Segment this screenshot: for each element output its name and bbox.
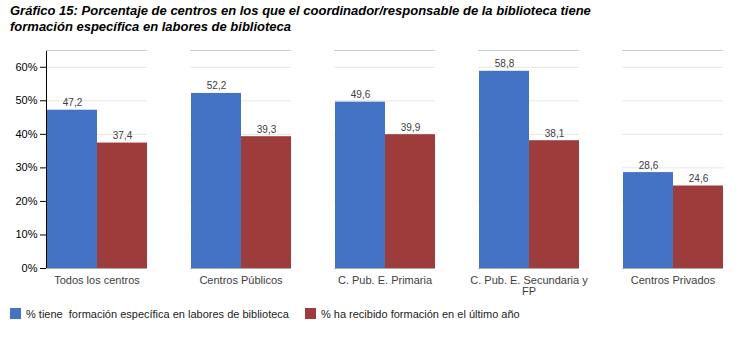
html-text:% ha recibido formación en el: % ha recibido formación en el último año (320, 307, 520, 320)
svg-text:50%: 50% (15, 94, 37, 106)
svg-text:39,9: 39,9 (401, 121, 421, 132)
svg-text:40%: 40% (15, 127, 37, 139)
svg-text:37,4: 37,4 (113, 130, 133, 141)
svg-text:58,8: 58,8 (495, 58, 515, 69)
svg-text:47,2: 47,2 (63, 97, 83, 108)
html-text:Gráfico 15: Porcentaje de cent: Gráfico 15: Porcentaje de centros en los… (10, 3, 591, 35)
svg-text:10%: 10% (15, 228, 37, 240)
svg-text:60%: 60% (15, 60, 37, 72)
svg-text:C. Pub. E. Secundaria yFP: C. Pub. E. Secundaria yFP (470, 274, 588, 297)
svg-text:Centros Privados: Centros Privados (631, 274, 716, 286)
svg-text:38,1: 38,1 (545, 127, 565, 138)
svg-text:24,6: 24,6 (689, 172, 709, 183)
svg-text:52,2: 52,2 (207, 80, 227, 91)
svg-text:0%: 0% (22, 262, 38, 274)
svg-text:C. Pub. E. Primaria: C. Pub. E. Primaria (338, 274, 433, 286)
svg-text:49,6: 49,6 (351, 89, 371, 100)
svg-text:30%: 30% (15, 161, 37, 173)
svg-text:Centros Públicos: Centros Públicos (199, 274, 283, 286)
svg-text:20%: 20% (15, 194, 37, 206)
svg-text:Todos los centros: Todos los centros (54, 274, 140, 286)
html-text:% tiene formación específica e: % tiene formación específica en labores … (26, 307, 289, 320)
svg-text:39,3: 39,3 (257, 123, 277, 134)
svg-text:28,6: 28,6 (639, 159, 659, 170)
